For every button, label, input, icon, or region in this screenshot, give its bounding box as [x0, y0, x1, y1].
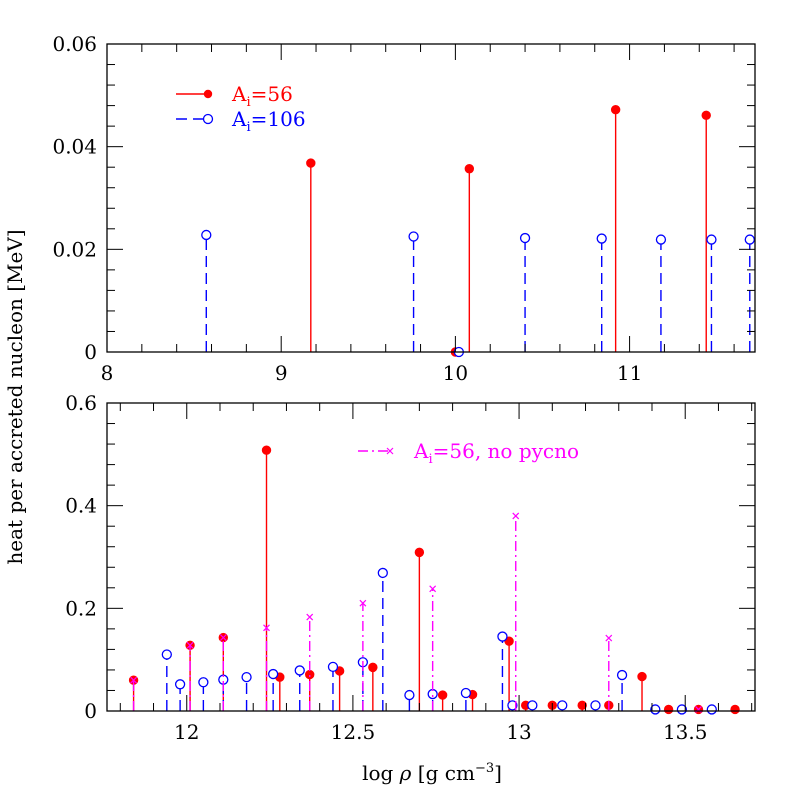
legend-label-subscript: i — [246, 120, 250, 135]
marker-ai56-14 — [577, 700, 587, 711]
x-axis-label-exponent: −3 — [475, 761, 494, 776]
marker-ai106-0 — [201, 229, 212, 241]
marker-ai56-19 — [730, 704, 740, 715]
legend-label-subscript: i — [428, 452, 432, 467]
marker-ai56-11 — [504, 636, 514, 646]
marker-ai106-13 — [497, 631, 508, 642]
marker-ai56np-0 — [130, 676, 138, 684]
x-tick-label: 10 — [443, 361, 468, 385]
marker-ai56-17 — [663, 704, 674, 715]
marker-ai106-12 — [460, 687, 472, 699]
marker-ai56-9 — [437, 690, 448, 700]
legend-label: Ai=106 — [231, 107, 306, 135]
y-axis-label: heat per accreted nucleon [MeV] — [3, 229, 27, 564]
y-tick-label: 0 — [84, 699, 97, 723]
y-tick-label: 0 — [84, 340, 97, 364]
y-tick-label: 0.6 — [65, 391, 97, 415]
x-tick-label: 8 — [101, 361, 114, 385]
marker-ai106-20 — [676, 704, 688, 715]
x-axis-label: log ρ [g cm−3] — [362, 761, 502, 785]
marker-ai106-15 — [527, 700, 538, 711]
marker-ai106-3 — [519, 232, 531, 244]
legend-label-base: A — [231, 107, 247, 131]
legend-label-value: =56, no pycno — [433, 439, 579, 463]
marker-ai106-6 — [706, 234, 717, 245]
legend-label-subscript: i — [246, 95, 250, 110]
x-tick-label: 11 — [617, 361, 642, 385]
legend-label-base: A — [231, 82, 247, 106]
x-axis-label-rho: ρ — [399, 761, 412, 785]
marker-ai106-6 — [294, 665, 305, 676]
marker-ai106-5 — [655, 234, 667, 245]
x-axis-label-close: ] — [494, 761, 502, 785]
marker-ai106-16 — [557, 700, 568, 711]
marker-ai106-4 — [241, 671, 252, 683]
marker-ai56np-6 — [429, 585, 437, 593]
marker-ai106-19 — [650, 704, 661, 715]
marker-ai106-17 — [590, 700, 601, 711]
x-tick-label: 13.5 — [663, 720, 708, 744]
marker-ai106-1 — [408, 231, 419, 242]
marker-ai56np-4 — [306, 613, 314, 621]
legend-entry-ai56: Ai=56 — [176, 82, 293, 110]
marker-ai56np-3 — [263, 624, 270, 632]
x-tick-label: 13 — [506, 720, 531, 744]
axis-frame — [106, 402, 756, 712]
marker-ai56-2 — [464, 164, 475, 174]
legend-label: Ai=56, no pycno — [413, 439, 579, 467]
legend-label-value: =56 — [251, 82, 293, 106]
marker-ai106-7 — [744, 234, 755, 245]
marker-ai106-0 — [161, 649, 172, 660]
marker-ai106-10 — [404, 689, 415, 701]
x-axis-label-text: log — [362, 761, 400, 785]
marker-ai56-4 — [701, 110, 711, 121]
x-tick-label: 12.5 — [331, 720, 376, 744]
bottom-panel: 12 12.5 13 13.5 0 0.2 0.4 0.6 Ai=56, no pycno — [65, 391, 756, 744]
legend-label-base: A — [413, 439, 429, 463]
y-tick-label: 0.06 — [52, 32, 97, 56]
marker-ai106-18 — [616, 669, 628, 681]
marker-ai56np-8 — [605, 634, 613, 642]
marker-ai56-7 — [368, 662, 378, 673]
x-tick-label: 12 — [174, 720, 199, 744]
marker-ai56-5 — [305, 669, 315, 680]
marker-ai106-21 — [706, 704, 717, 715]
y-tick-label: 0.04 — [52, 135, 97, 159]
y-tick-label: 0.02 — [52, 237, 97, 261]
legend-label: Ai=56 — [231, 82, 293, 110]
marker-ai56np-1 — [186, 641, 194, 649]
marker-ai56np-7 — [512, 512, 520, 520]
marker-ai56-16 — [637, 671, 647, 682]
marker-ai106-9 — [377, 567, 388, 579]
legend-entry-ai106: Ai=106 — [176, 107, 306, 135]
x-axis-label-units: [g cm — [411, 761, 475, 785]
marker-ai56-8 — [414, 547, 425, 558]
marker-ai106-14 — [507, 700, 518, 711]
axis-frame — [106, 43, 756, 353]
marker-ai106-4 — [596, 233, 607, 244]
marker-ai106-5 — [268, 668, 279, 680]
x-tick-label: 9 — [275, 361, 288, 385]
marker-ai56np-5 — [359, 599, 367, 607]
marker-ai106-7 — [327, 661, 339, 673]
y-tick-label: 0.4 — [65, 494, 97, 518]
legend-entry-ai56np: Ai=56, no pycno — [358, 439, 579, 467]
legend-label-value: =106 — [251, 107, 306, 131]
legend-marker — [386, 447, 394, 455]
marker-ai56-3 — [261, 445, 272, 455]
marker-ai106-2 — [198, 677, 209, 688]
marker-ai106-1 — [174, 679, 186, 690]
y-tick-label: 0.2 — [65, 596, 97, 620]
legend-marker — [203, 89, 213, 99]
marker-ai56-0 — [306, 158, 316, 168]
marker-ai56-3 — [610, 105, 621, 115]
legend-marker — [202, 113, 214, 125]
marker-ai56np-2 — [219, 634, 227, 642]
